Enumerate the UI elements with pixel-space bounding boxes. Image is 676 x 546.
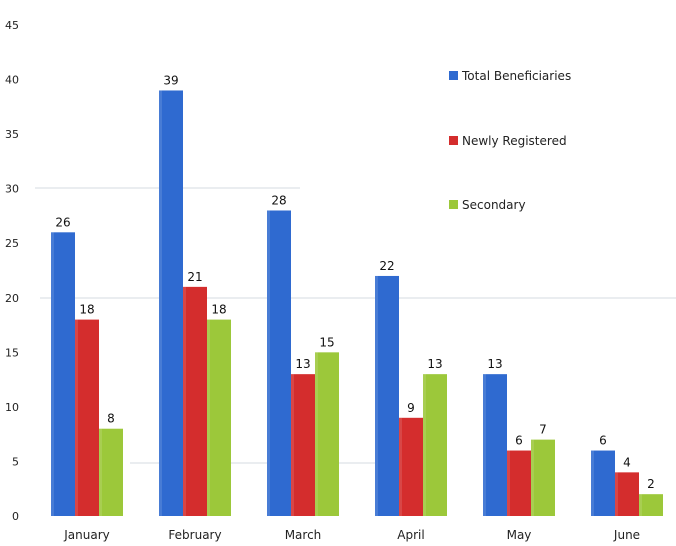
bar-total-beneficiaries-june [591,450,615,516]
bar-secondary-january [99,428,123,516]
bar-highlight [51,232,54,517]
data-label: 6 [599,434,607,448]
bar-highlight [207,319,210,516]
bar-highlight [159,90,162,516]
data-label: 8 [107,412,115,426]
bar-secondary-june [639,494,663,516]
y-tick-label: 40 [5,74,19,87]
data-labels: 26 18 8 39 21 18 28 13 15 22 9 13 13 6 7 6 4 2 [55,73,654,491]
bar-total-beneficiaries-april [375,275,399,516]
bar-highlight [639,494,642,516]
bar-highlight [423,374,426,516]
bar-total-beneficiaries-january [51,232,75,517]
data-label: 18 [211,303,226,317]
bar-newly-registered-february [183,286,207,516]
data-label: 13 [487,357,502,371]
legend-swatch-newly-registered [449,136,458,145]
legend-label: Secondary [462,198,526,212]
x-tick-label-april: April [397,528,424,542]
data-label: 18 [79,303,94,317]
x-tick-label-march: March [285,528,322,542]
legend-swatch-secondary [449,200,458,209]
bar-highlight [291,374,294,516]
y-tick-label: 25 [5,237,19,250]
bar-newly-registered-january [75,319,99,516]
data-label: 6 [515,434,523,448]
bar-newly-registered-may [507,450,531,516]
y-tick-label: 45 [5,19,19,32]
bar-secondary-may [531,439,555,516]
bar-total-beneficiaries-march [267,210,291,516]
bar-highlight [375,275,378,516]
y-tick-label: 5 [12,455,19,468]
data-label: 4 [623,455,631,469]
data-label: 13 [427,357,442,371]
bar-total-beneficiaries-february [159,90,183,516]
bar-newly-registered-april [399,417,423,516]
y-tick-label: 0 [12,510,19,523]
x-tick-label-february: February [168,528,221,542]
x-tick-label-may: May [507,528,532,542]
data-label: 15 [319,335,334,349]
bar-highlight [507,450,510,516]
x-tick-label-june: June [613,528,640,542]
data-label: 21 [187,270,202,284]
bars [51,90,663,517]
legend-label: Total Beneficiaries [461,69,571,83]
data-label: 13 [295,357,310,371]
bar-highlight [615,472,618,516]
faint-guide-lines [35,187,676,464]
bar-highlight [99,428,102,516]
x-tick-label-january: January [63,528,110,542]
data-label: 39 [163,73,178,87]
y-tick-label: 35 [5,128,19,141]
bar-secondary-april [423,374,447,516]
y-axis: 0 5 10 15 20 25 30 35 40 45 [5,19,19,523]
bar-highlight [399,417,402,516]
legend-label: Newly Registered [462,134,567,148]
legend: Total Beneficiaries Newly Registered Secon… [449,69,571,212]
bar-total-beneficiaries-may [483,374,507,516]
data-label: 9 [407,401,415,415]
bar-highlight [75,319,78,516]
bar-highlight [315,352,318,516]
data-label: 7 [539,423,547,437]
bar-highlight [483,374,486,516]
bar-highlight [531,439,534,516]
data-label: 2 [647,477,655,491]
y-tick-label: 20 [5,292,19,305]
bar-highlight [183,286,186,516]
bar-secondary-march [315,352,339,516]
data-label: 28 [271,193,286,207]
bar-secondary-february [207,319,231,516]
bar-newly-registered-march [291,374,315,516]
x-axis: January February March April May June [63,528,640,542]
y-tick-label: 10 [5,401,19,414]
bar-newly-registered-june [615,472,639,516]
data-label: 26 [55,215,70,229]
bar-highlight [267,210,270,516]
y-tick-label: 15 [5,346,19,359]
y-tick-label: 30 [5,183,19,196]
legend-swatch-total-beneficiaries [449,71,458,80]
bar-highlight [591,450,594,516]
data-label: 22 [379,259,394,273]
